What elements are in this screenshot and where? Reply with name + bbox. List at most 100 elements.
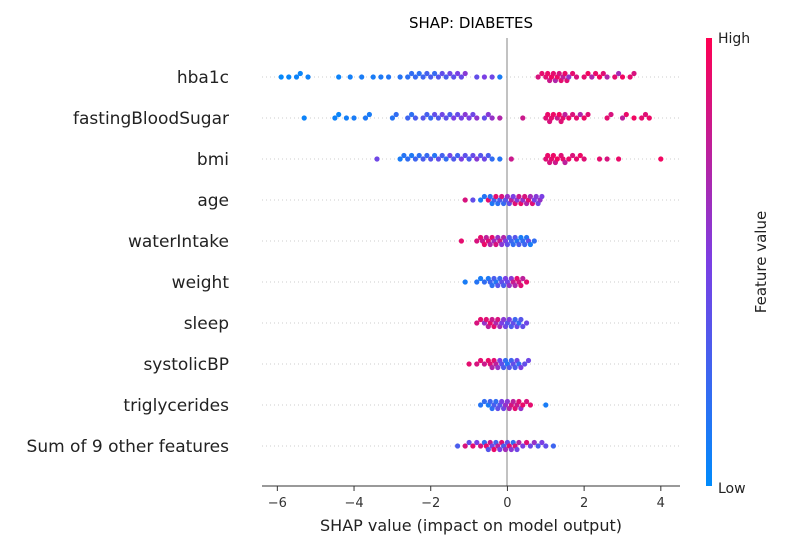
shap-point bbox=[545, 152, 551, 159]
shap-point bbox=[351, 115, 357, 121]
shap-point bbox=[462, 443, 468, 449]
shap-point bbox=[481, 398, 487, 405]
shap-point bbox=[489, 364, 495, 371]
feature-label: fastingBloodSugar bbox=[73, 109, 229, 129]
shap-point bbox=[604, 74, 610, 80]
shap-point bbox=[535, 443, 541, 449]
shap-point bbox=[539, 70, 545, 77]
x-tick-label: 2 bbox=[580, 496, 588, 511]
shap-point bbox=[525, 357, 532, 364]
colorbar bbox=[706, 38, 712, 486]
shap-point bbox=[573, 156, 580, 162]
shap-point bbox=[485, 152, 491, 159]
x-tick-label: 4 bbox=[657, 496, 665, 511]
shap-point bbox=[374, 156, 380, 162]
shap-point bbox=[619, 74, 626, 80]
shap-point bbox=[631, 115, 637, 121]
shap-point bbox=[510, 398, 516, 405]
shap-point bbox=[556, 111, 562, 118]
shap-point bbox=[435, 74, 441, 80]
shap-point bbox=[506, 282, 512, 289]
feature-label: bmi bbox=[197, 150, 229, 170]
shap-point bbox=[336, 111, 342, 118]
shap-point bbox=[556, 70, 562, 77]
shap-point bbox=[577, 152, 583, 159]
shap-point bbox=[489, 115, 495, 121]
shap-point bbox=[470, 152, 476, 159]
shap-point bbox=[527, 193, 534, 200]
shap-point bbox=[424, 152, 430, 159]
shap-point bbox=[612, 74, 618, 80]
shap-point bbox=[293, 74, 300, 80]
shap-point bbox=[512, 364, 518, 371]
shap-point bbox=[474, 361, 480, 367]
shap-point bbox=[593, 70, 599, 77]
shap-point bbox=[642, 111, 649, 118]
shap-point bbox=[481, 279, 487, 285]
shap-point bbox=[570, 70, 576, 77]
shap-point bbox=[527, 443, 534, 449]
shap-point bbox=[510, 193, 516, 200]
shap-point bbox=[432, 70, 438, 77]
shap-point bbox=[451, 156, 457, 162]
shap-point bbox=[619, 115, 626, 121]
shap-point bbox=[483, 316, 489, 323]
shap-point bbox=[506, 364, 512, 371]
shap-point bbox=[439, 70, 445, 77]
shap-point bbox=[531, 238, 537, 244]
shap-point bbox=[562, 70, 568, 77]
shap-point bbox=[562, 159, 568, 166]
shap-point bbox=[443, 156, 449, 162]
shap-point bbox=[428, 74, 434, 80]
shap-point bbox=[416, 152, 422, 159]
shap-point bbox=[585, 111, 591, 118]
shap-point bbox=[478, 402, 484, 408]
shap-point bbox=[522, 193, 528, 200]
shap-point bbox=[545, 111, 551, 118]
shap-point bbox=[435, 115, 441, 121]
shap-point bbox=[458, 156, 464, 162]
shap-point bbox=[499, 193, 505, 200]
shap-point bbox=[412, 74, 418, 80]
shap-point bbox=[278, 74, 284, 80]
shap-point bbox=[589, 74, 595, 80]
shap-point bbox=[493, 398, 499, 405]
shap-point bbox=[508, 156, 514, 162]
shap-point bbox=[570, 152, 576, 159]
feature-label: sleep bbox=[184, 314, 229, 334]
shap-point bbox=[466, 361, 472, 367]
shap-point bbox=[336, 74, 342, 80]
shap-point bbox=[554, 156, 560, 162]
shap-point bbox=[297, 70, 303, 77]
shap-point bbox=[516, 398, 522, 405]
shap-point bbox=[510, 241, 516, 248]
shap-point bbox=[466, 439, 472, 446]
shap-point bbox=[478, 152, 484, 159]
shap-point bbox=[489, 316, 495, 323]
shap-point bbox=[470, 197, 476, 203]
shap-point bbox=[474, 238, 480, 244]
shap-point bbox=[570, 111, 576, 118]
shap-point bbox=[581, 74, 587, 80]
shap-point bbox=[485, 446, 491, 453]
shap-point bbox=[432, 152, 438, 159]
shap-point bbox=[566, 156, 572, 162]
shap-point bbox=[447, 111, 453, 118]
shap-point bbox=[516, 439, 522, 446]
shap-point bbox=[443, 74, 449, 80]
shap-point bbox=[497, 156, 503, 162]
shap-point bbox=[481, 115, 487, 121]
shap-point bbox=[497, 115, 503, 121]
shap-point bbox=[389, 115, 395, 121]
shap-point bbox=[405, 115, 411, 121]
shap-point bbox=[566, 74, 572, 80]
shap-point bbox=[501, 364, 507, 371]
shap-point bbox=[343, 115, 349, 121]
shap-point bbox=[466, 156, 472, 162]
feature-labels: hba1c fastingBloodSugar bmi age waterIntake w… bbox=[27, 68, 230, 457]
shap-point bbox=[520, 115, 526, 121]
shap-point bbox=[596, 156, 603, 162]
shap-point bbox=[550, 111, 557, 118]
shap-point bbox=[447, 70, 453, 77]
